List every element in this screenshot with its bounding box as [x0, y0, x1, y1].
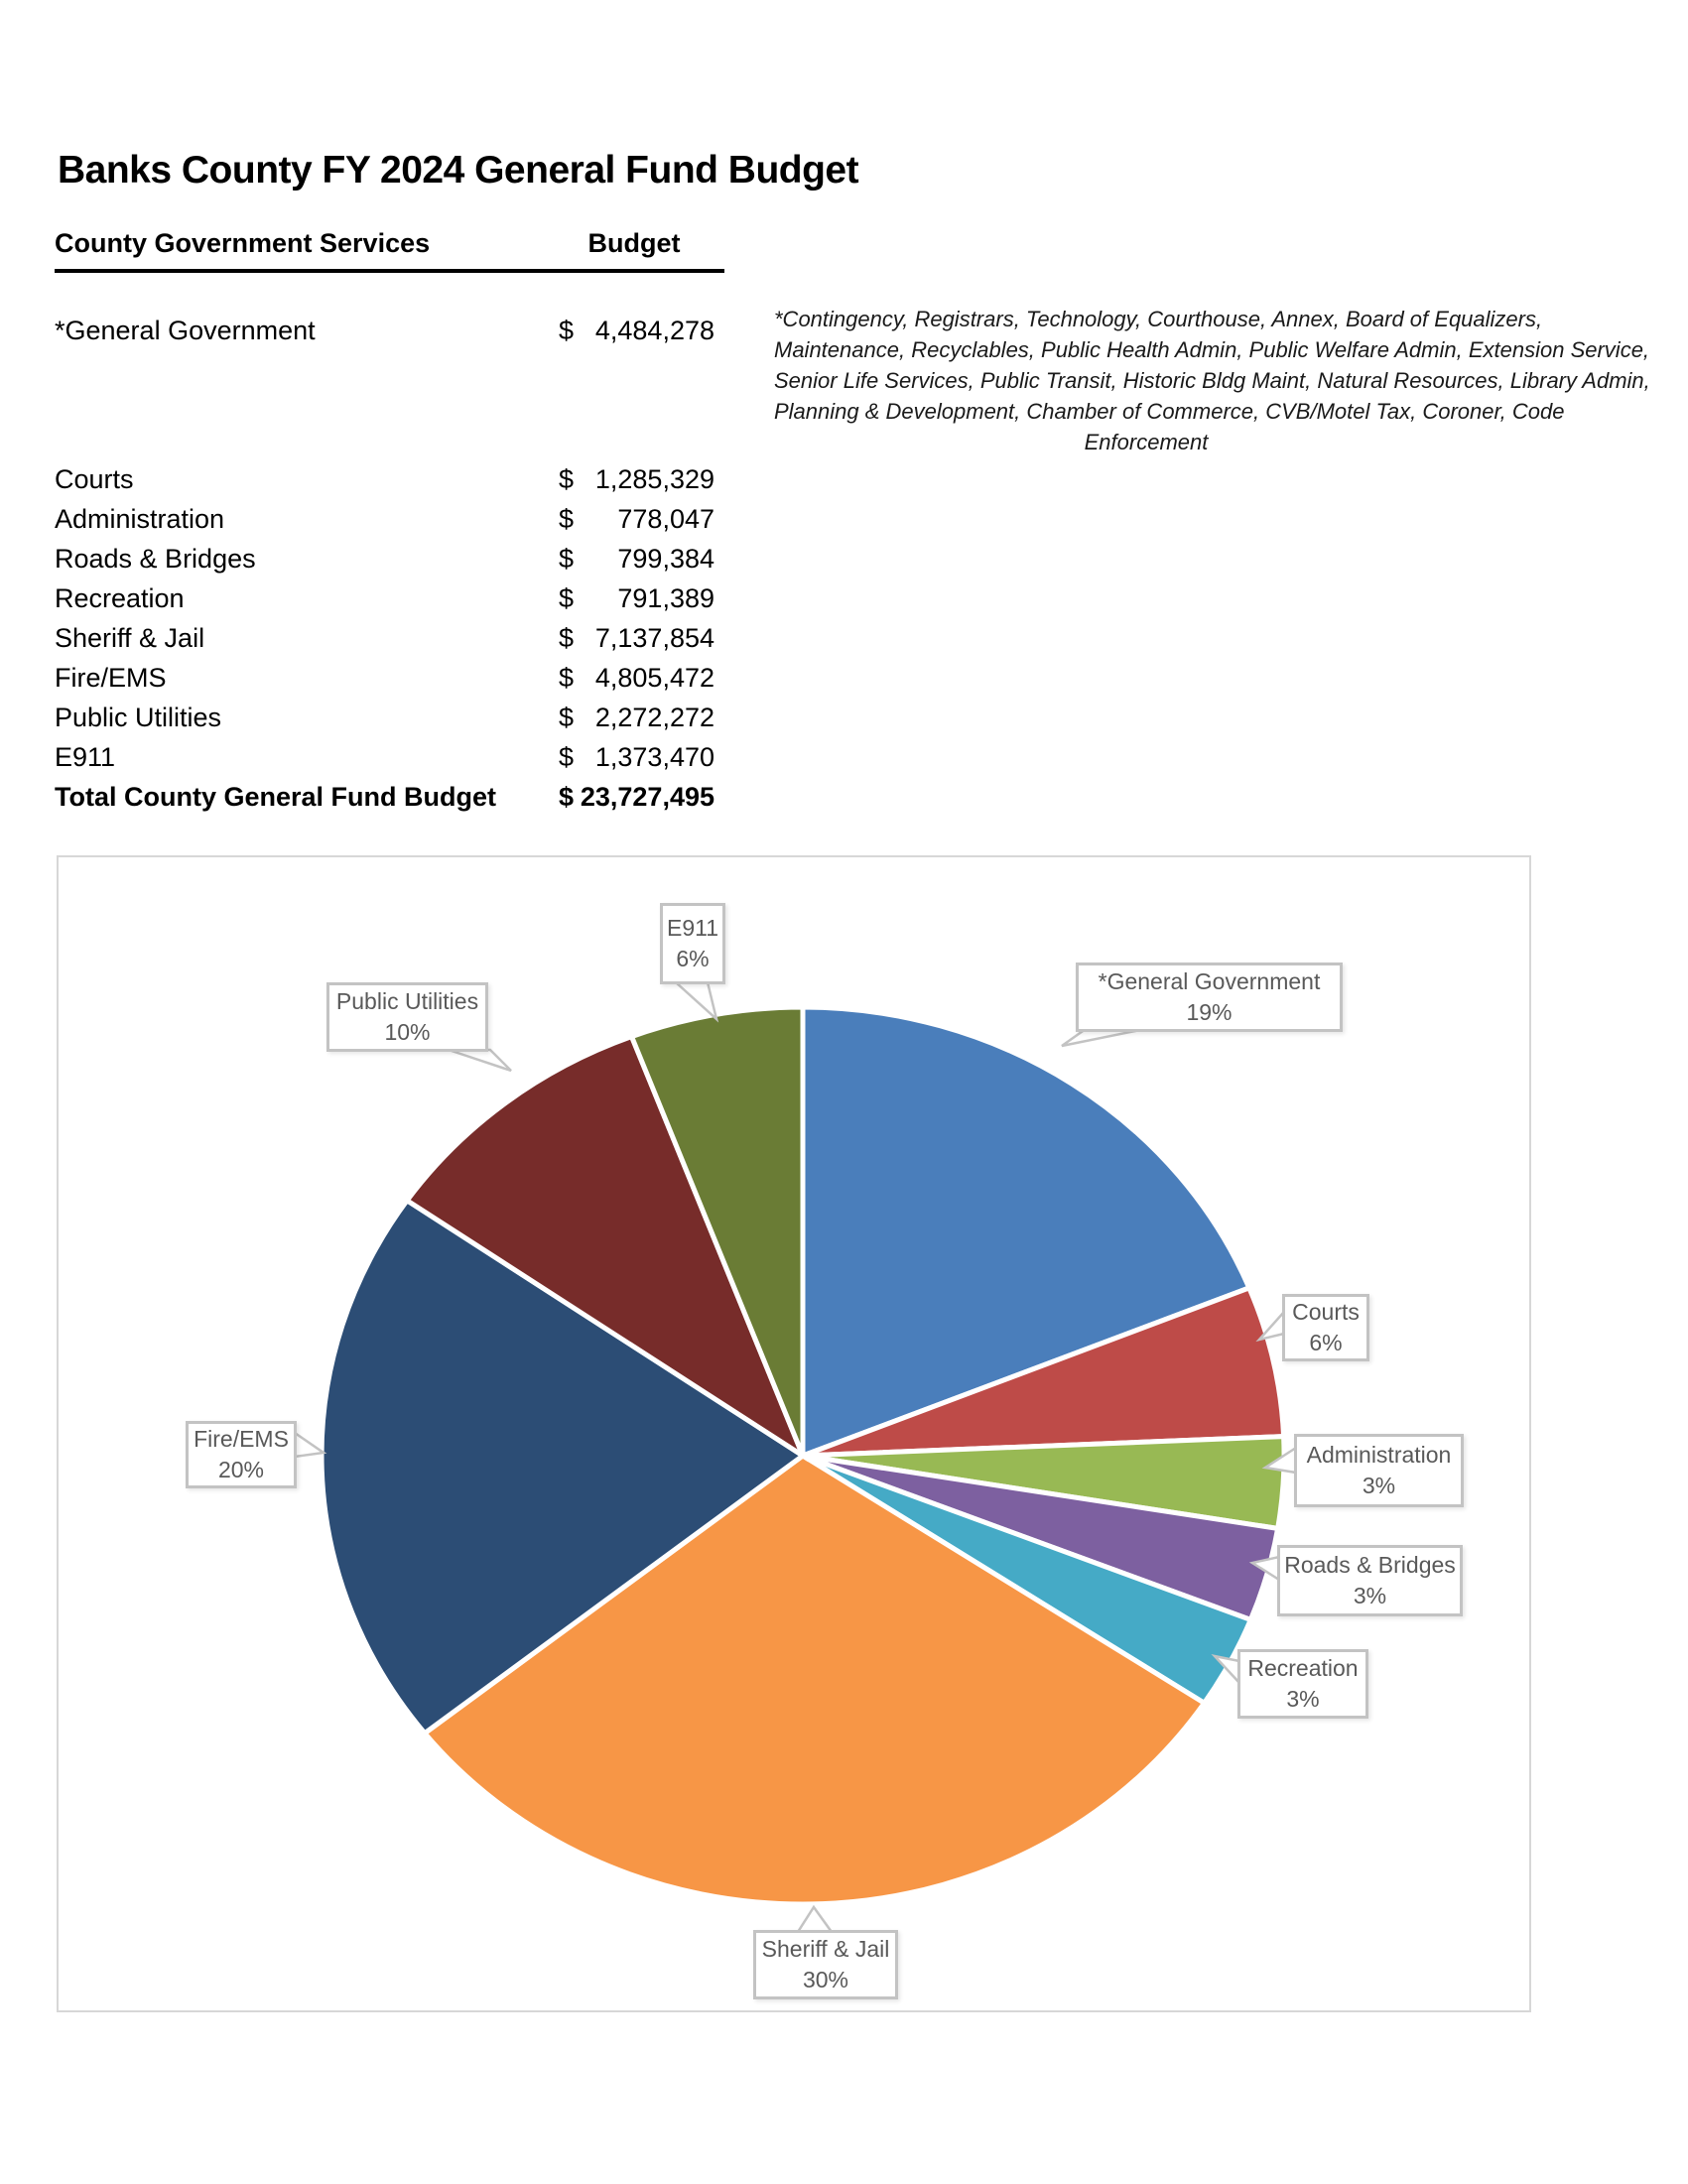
table-row: Administration $ 778,047	[55, 504, 714, 538]
callout-label: E911	[666, 915, 718, 941]
callout-courts: Courts 6%	[1282, 1294, 1369, 1361]
table-row: E911 $ 1,373,470	[55, 742, 714, 776]
row-value: 778,047	[617, 504, 714, 534]
callout-label: Fire/EMS	[194, 1426, 289, 1452]
footnote-line: Senior Life Services, Public Transit, Hi…	[774, 368, 1650, 393]
currency-sign: $	[559, 504, 575, 534]
callout-percent: 6%	[1309, 1330, 1343, 1355]
callout-percent: 3%	[1362, 1473, 1396, 1498]
table-row: Roads & Bridges $ 799,384	[55, 544, 714, 578]
table-total-row: Total County General Fund Budget $ 23,72…	[55, 782, 714, 816]
callout-label: Roads & Bridges	[1284, 1552, 1456, 1578]
callout-label: Recreation	[1247, 1655, 1359, 1681]
table-row: Recreation $ 791,389	[55, 583, 714, 617]
table-row: *General Government $ 4,484,278	[55, 316, 714, 349]
table-row: Sheriff & Jail $ 7,137,854	[55, 623, 714, 657]
pie-slices	[319, 1004, 1287, 1907]
currency-sign: $	[559, 663, 575, 693]
callout-administration: Administration 3%	[1294, 1434, 1464, 1507]
currency-sign: $	[559, 782, 575, 812]
row-label: Fire/EMS	[55, 663, 167, 693]
callout-fire-ems: Fire/EMS 20%	[186, 1421, 297, 1488]
currency-sign: $	[559, 583, 575, 613]
pie-slice-fire-ems	[319, 1197, 808, 1737]
row-label: *General Government	[55, 316, 316, 345]
footnote-line: Planning & Development, Chamber of Comme…	[774, 399, 1565, 424]
currency-sign: $	[559, 703, 575, 732]
callout-label: Public Utilities	[335, 988, 479, 1014]
footnote-line: *Contingency, Registrars, Technology, Co…	[774, 307, 1543, 331]
currency-sign: $	[559, 316, 575, 345]
callout-label: *General Government	[1098, 968, 1321, 994]
pie-chart-area: *General Government 19% Courts 6% Admini…	[57, 855, 1531, 2012]
row-value: 1,285,329	[594, 464, 714, 494]
footnote-line: Maintenance, Recyclables, Public Health …	[774, 337, 1650, 362]
total-label: Total County General Fund Budget	[55, 782, 496, 812]
column-header-services: County Government Services	[55, 228, 431, 258]
row-value: 7,137,854	[594, 623, 714, 653]
currency-sign: $	[559, 544, 575, 574]
row-label: Administration	[55, 504, 225, 534]
row-value: 2,272,272	[594, 703, 714, 732]
pie-slice-courts	[802, 1284, 1287, 1459]
callout-pointers	[293, 980, 1298, 1934]
pie-chart	[293, 980, 1298, 1934]
callout-public-utilities: Public Utilities 10%	[326, 982, 488, 1052]
callout-percent: 3%	[1353, 1583, 1387, 1608]
pie-slice-sheriff-jail	[421, 1452, 1209, 1907]
callout-percent: 6%	[676, 946, 710, 971]
callout-roads-bridges: Roads & Bridges 3%	[1277, 1545, 1463, 1616]
currency-sign: $	[559, 623, 575, 653]
general-government-footnote: *Contingency, Registrars, Technology, Co…	[774, 304, 1650, 457]
row-label: Public Utilities	[55, 703, 222, 732]
row-label: Courts	[55, 464, 134, 494]
table-header: County Government Services Budget	[55, 228, 714, 262]
row-label: E911	[55, 742, 116, 772]
row-label: Recreation	[55, 583, 185, 613]
callout-percent: 20%	[217, 1457, 265, 1482]
table-row: Courts $ 1,285,329	[55, 464, 714, 498]
callout-label: Courts	[1292, 1299, 1360, 1325]
page-title: Banks County FY 2024 General Fund Budget	[58, 149, 859, 192]
row-value: 791,389	[617, 583, 714, 613]
callout-label: Sheriff & Jail	[761, 1936, 890, 1962]
row-value: 4,805,472	[594, 663, 714, 693]
row-label: Sheriff & Jail	[55, 623, 205, 653]
currency-sign: $	[559, 742, 575, 772]
footnote-line: Enforcement	[1084, 430, 1209, 454]
callout-pointer-public-utilities	[448, 1048, 512, 1073]
table-row: Fire/EMS $ 4,805,472	[55, 663, 714, 697]
callout-percent: 3%	[1286, 1686, 1320, 1712]
currency-sign: $	[559, 464, 575, 494]
callout-general-government: *General Government 19%	[1076, 963, 1343, 1032]
row-value: 1,373,470	[594, 742, 714, 772]
callout-label: Administration	[1306, 1442, 1452, 1468]
row-value: 799,384	[617, 544, 714, 574]
table-row: Public Utilities $ 2,272,272	[55, 703, 714, 736]
table-header-rule	[55, 269, 724, 273]
callout-recreation: Recreation 3%	[1237, 1649, 1368, 1719]
pie-slice--general-government	[800, 1004, 1253, 1460]
callout-percent: 10%	[384, 1019, 431, 1045]
row-label: Roads & Bridges	[55, 544, 256, 574]
row-value: 4,484,278	[594, 316, 714, 345]
callout-percent: 30%	[802, 1967, 849, 1992]
callout-e911: E911 6%	[660, 903, 725, 984]
callout-percent: 19%	[1186, 999, 1233, 1025]
callout-pointer-sheriff-jail	[795, 1904, 835, 1934]
total-value: 23,727,495	[580, 782, 714, 812]
callout-pointer-e911	[672, 980, 719, 1023]
column-header-budget: Budget	[587, 228, 681, 258]
callout-sheriff-jail: Sheriff & Jail 30%	[753, 1930, 898, 1999]
pie-slice-public-utilities	[403, 1033, 809, 1463]
